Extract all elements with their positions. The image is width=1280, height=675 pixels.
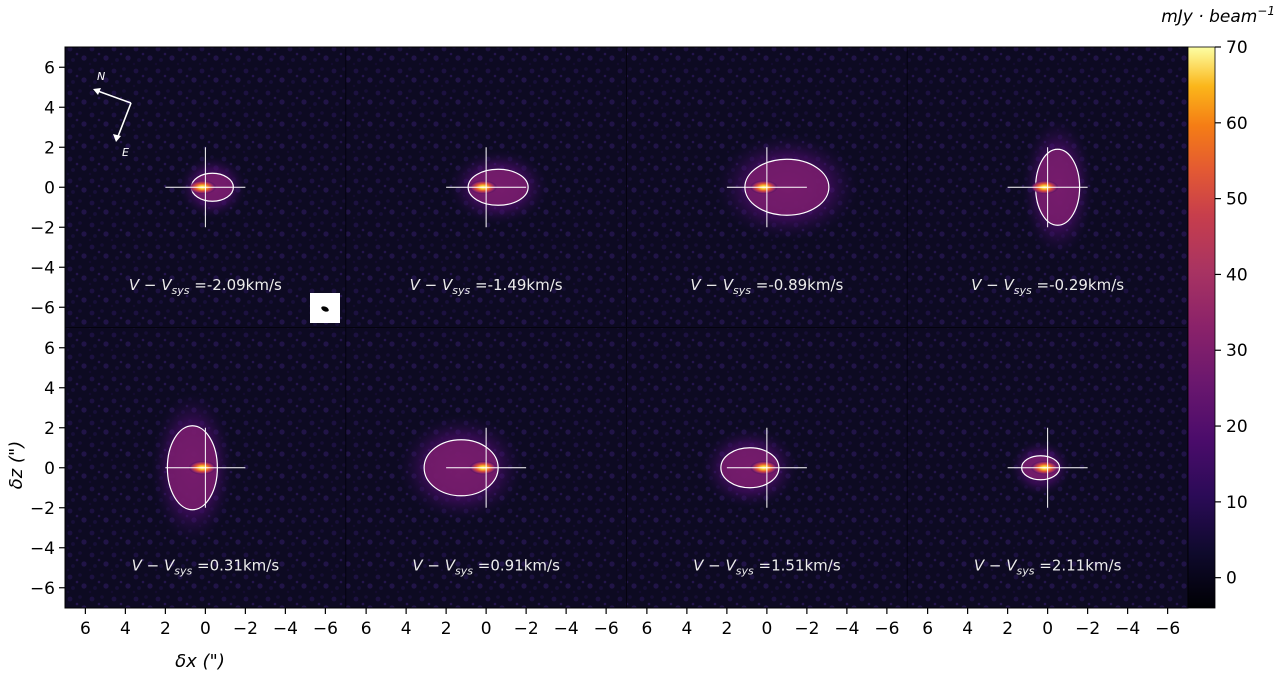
x-tick-label: 2	[441, 619, 452, 639]
x-tick-label: −4	[273, 619, 298, 639]
y-tick-label: −4	[30, 258, 55, 278]
y-tick-label: 0	[44, 459, 55, 479]
x-tick-label: 4	[401, 619, 412, 639]
velocity-label: V − Vsys =0.91km/s	[412, 557, 560, 578]
x-tick-label: −6	[313, 619, 338, 639]
velocity-label: V − Vsys =-0.89km/s	[690, 276, 843, 297]
colorbar-tick-label: 70	[1226, 38, 1248, 58]
channel-panel: V − Vsys =-1.49km/s	[345, 47, 563, 328]
x-tick-label: −4	[1115, 619, 1140, 639]
channel-panel: V − Vsys =-2.09km/s	[129, 147, 282, 297]
y-tick-label: 2	[44, 138, 55, 158]
colorbar-tick-label: 50	[1226, 190, 1248, 210]
y-axis-title: δz (")	[6, 441, 27, 490]
channel-panel: V − Vsys =0.31km/s	[65, 327, 346, 578]
channel-panel: V − Vsys =2.11km/s	[906, 327, 1188, 608]
panels-layer: V − Vsys =-2.09km/s V − Vsys =-1.49km/s V …	[65, 47, 1188, 608]
velocity-label: V − Vsys =-2.09km/s	[129, 276, 282, 297]
x-tick-label: 6	[361, 619, 372, 639]
velocity-label: V − Vsys =1.51km/s	[693, 557, 841, 578]
x-tick-label: 6	[80, 619, 91, 639]
x-tick-label: 0	[200, 619, 211, 639]
y-tick-label: −6	[30, 298, 55, 318]
velocity-label: V − Vsys =0.31km/s	[132, 557, 280, 578]
x-tick-label: 4	[120, 619, 131, 639]
y-tick-label: −2	[30, 499, 55, 519]
channel-panel: V − Vsys =1.51km/s	[626, 327, 908, 608]
colorbar-tick-label: 60	[1226, 114, 1248, 134]
x-tick-label: 0	[1042, 619, 1053, 639]
x-tick-label: 6	[641, 619, 652, 639]
y-tick-label: −2	[30, 218, 55, 238]
x-tick-label: 0	[481, 619, 492, 639]
x-tick-label: −6	[594, 619, 619, 639]
colorbar-tick-label: 20	[1226, 417, 1248, 437]
y-tick-label: −6	[30, 579, 55, 599]
y-tick-label: 6	[44, 339, 55, 359]
compass-north-label: N	[97, 70, 105, 83]
compass-rose: N E	[93, 70, 132, 159]
x-tick-label: 0	[761, 619, 772, 639]
x-tick-label: 6	[922, 619, 933, 639]
velocity-label: V − Vsys =2.11km/s	[974, 557, 1122, 578]
x-tick-label: −2	[794, 619, 819, 639]
y-tick-label: 4	[44, 379, 55, 399]
colorbar-tick-label: 10	[1226, 493, 1248, 513]
x-tick-label: −2	[233, 619, 258, 639]
x-tick-label: −4	[554, 619, 579, 639]
x-tick-label: 2	[160, 619, 171, 639]
velocity-label: V − Vsys =-1.49km/s	[410, 276, 563, 297]
colorbar-gradient	[1187, 46, 1216, 609]
channel-panel: V − Vsys =-0.89km/s	[626, 47, 859, 328]
x-tick-label: 2	[721, 619, 732, 639]
colorbar-tick-label: 40	[1226, 265, 1248, 285]
colorbar: 0 10 20 30 40 50 60 70 mJy · beam−1	[1161, 4, 1275, 609]
colorbar-tick-label: 30	[1226, 341, 1248, 361]
y-tick-label: 2	[44, 419, 55, 439]
channel-panel: V − Vsys =-0.29km/s	[906, 47, 1124, 328]
x-tick-label: 4	[681, 619, 692, 639]
y-tick-label: 4	[44, 98, 55, 118]
colorbar-ticks: 0 10 20 30 40 50 60 70	[1215, 38, 1248, 589]
compass-east-label: E	[122, 146, 129, 159]
x-tick-label: −6	[874, 619, 899, 639]
beam-indicator	[310, 293, 340, 323]
colorbar-unit-label: mJy · beam−1	[1161, 4, 1275, 27]
x-tick-label: −6	[1155, 619, 1180, 639]
axes-layer: 6 4 2 0 −2 −4 −6 6 4 2 0 −2 −4 −6 6 4 2 0 −2 −4 −6 6 4 2 0 −2 −4 −6…	[30, 46, 1189, 639]
y-tick-label: 6	[44, 58, 55, 78]
x-tick-label: −2	[1075, 619, 1100, 639]
channel-panel: V − Vsys =0.91km/s	[345, 327, 627, 608]
x-tick-label: −2	[514, 619, 539, 639]
x-tick-label: −4	[834, 619, 859, 639]
colorbar-tick-label: 0	[1226, 569, 1237, 589]
x-tick-label: 2	[1002, 619, 1013, 639]
velocity-label: V − Vsys =-0.29km/s	[971, 276, 1124, 297]
y-tick-label: −4	[30, 539, 55, 559]
x-axis-title: δx (")	[175, 651, 225, 672]
x-tick-label: 4	[962, 619, 973, 639]
y-tick-label: 0	[44, 178, 55, 198]
